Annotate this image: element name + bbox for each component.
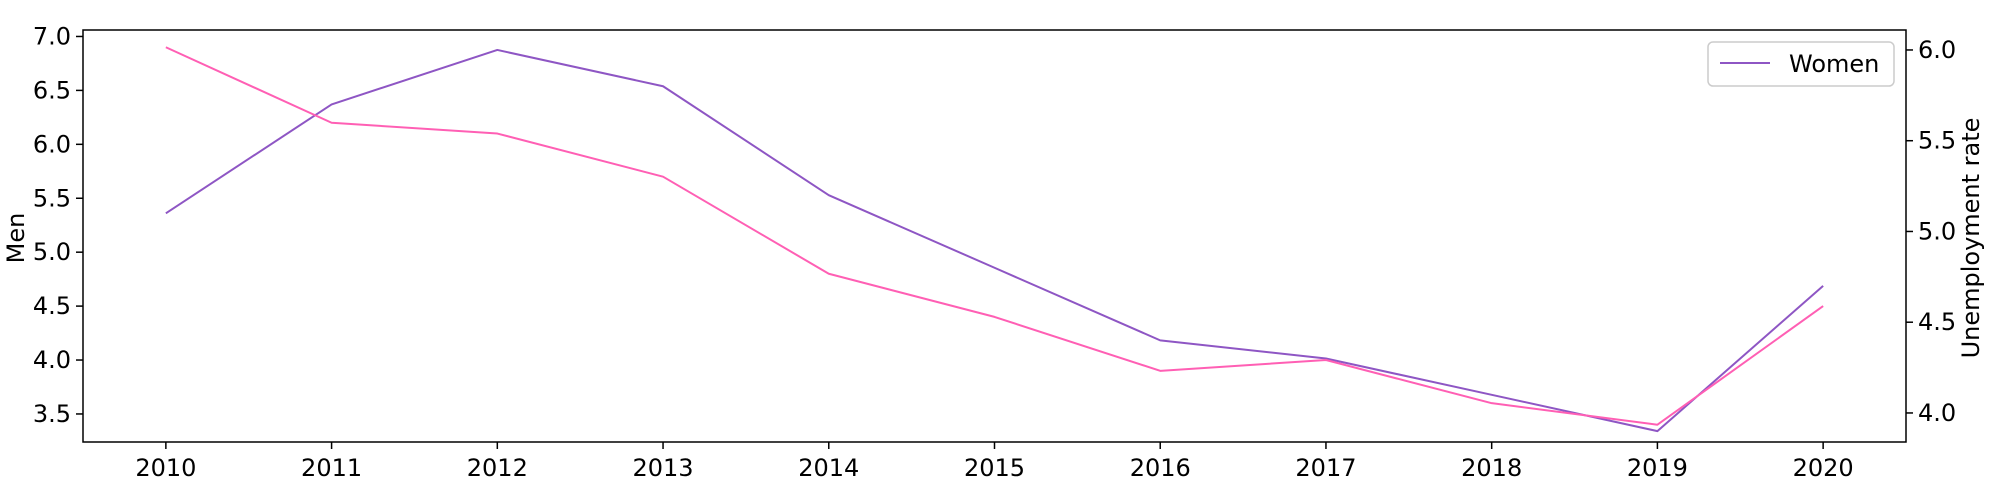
- right-y-tick-label: 4.0: [1918, 399, 1956, 427]
- data-point: [994, 316, 996, 318]
- data-point: [331, 122, 333, 124]
- data-point: [496, 49, 498, 51]
- data-point: [1491, 402, 1493, 404]
- series-line-1: [165, 46, 1824, 426]
- x-tick-label: 2017: [1295, 454, 1356, 482]
- plot-area: [82, 29, 1907, 443]
- x-tick-label: 2012: [467, 454, 528, 482]
- data-point: [1822, 285, 1824, 287]
- left-y-tick-label: 4.0: [33, 346, 71, 374]
- legend-label-women: Women: [1789, 50, 1879, 78]
- x-tick-label: 2019: [1627, 454, 1688, 482]
- data-point: [828, 273, 830, 275]
- right-y-tick-label: 6.0: [1918, 36, 1956, 64]
- data-point: [496, 133, 498, 135]
- x-tick-label: 2013: [633, 454, 694, 482]
- x-tick-label: 2014: [798, 454, 859, 482]
- left-y-tick-label: 5.5: [33, 184, 71, 212]
- left-y-tick-label: 7.0: [33, 22, 71, 50]
- data-point: [662, 85, 664, 87]
- data-point: [1822, 305, 1824, 307]
- x-axis: 2010 2011 2012 2013 2014 2015 2016 2017 2018 2019…: [135, 442, 1854, 482]
- data-point: [165, 46, 167, 48]
- right-y-tick-label: 5.0: [1918, 217, 1956, 245]
- series-line-women: [165, 48, 1824, 433]
- legend-box: [1707, 41, 1895, 87]
- legend: Women: [1707, 41, 1895, 87]
- data-point: [1491, 394, 1493, 396]
- left-y-tick-label: 6.5: [33, 76, 71, 104]
- left-y-tick-label: 6.0: [33, 130, 71, 158]
- x-tick-label: 2018: [1461, 454, 1522, 482]
- left-y-axis: 3.5 4.0 4.5 5.0 5.5 6.0 6.5 7.0: [33, 22, 83, 428]
- data-point: [994, 267, 996, 269]
- data-point: [662, 176, 664, 178]
- data-point: [331, 103, 333, 105]
- left-y-tick-label: 5.0: [33, 238, 71, 266]
- right-y-axis-label: Unemployment rate: [1957, 118, 1985, 359]
- x-tick-label: 2010: [135, 454, 196, 482]
- data-point: [828, 194, 830, 196]
- x-tick-label: 2011: [301, 454, 362, 482]
- data-point: [1656, 430, 1658, 432]
- right-y-axis: 4.0 4.5 5.0 5.5 6.0: [1906, 36, 1956, 427]
- x-tick-label: 2015: [964, 454, 1025, 482]
- x-tick-label: 2020: [1793, 454, 1854, 482]
- left-y-tick-label: 4.5: [33, 292, 71, 320]
- right-y-tick-label: 4.5: [1918, 308, 1956, 336]
- plot-frame: [82, 29, 1907, 443]
- left-y-tick-label: 3.5: [33, 400, 71, 428]
- left-y-axis-label: Men: [2, 213, 30, 264]
- data-point: [1656, 424, 1658, 426]
- data-point: [1159, 370, 1161, 372]
- data-point: [1325, 359, 1327, 361]
- x-tick-label: 2016: [1130, 454, 1191, 482]
- data-point: [1159, 339, 1161, 341]
- series-layer: [165, 46, 1824, 433]
- right-y-tick-label: 5.5: [1918, 127, 1956, 155]
- data-point: [165, 212, 167, 214]
